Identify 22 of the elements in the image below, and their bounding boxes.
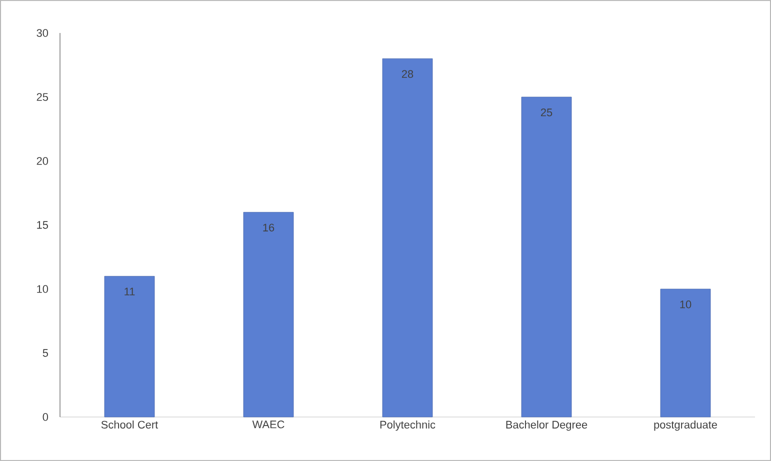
x-tick-label: postgraduate bbox=[654, 420, 717, 431]
x-tick-label: WAEC bbox=[252, 420, 284, 428]
y-tick-label: 20 bbox=[36, 157, 48, 165]
data-label: 25 bbox=[540, 108, 552, 116]
y-tick-label: 25 bbox=[36, 93, 48, 101]
data-label: 11 bbox=[124, 288, 135, 296]
y-tick-label: 10 bbox=[37, 285, 48, 293]
data-label: 16 bbox=[263, 224, 274, 232]
y-tick-label: 30 bbox=[36, 29, 48, 37]
y-tick-label: 15 bbox=[37, 221, 48, 229]
bar bbox=[382, 58, 433, 418]
bar bbox=[660, 288, 711, 418]
bar bbox=[243, 212, 294, 418]
data-label: 28 bbox=[402, 70, 414, 78]
y-tick-label: 0 bbox=[42, 413, 48, 421]
x-tick-label: Bachelor Degree bbox=[506, 420, 588, 431]
bar bbox=[104, 276, 155, 418]
y-tick-label: 5 bbox=[42, 349, 48, 357]
bar bbox=[521, 96, 572, 418]
x-tick-label: School Cert bbox=[101, 420, 158, 429]
x-tick-label: Polytechnic bbox=[380, 420, 436, 431]
data-label: 10 bbox=[680, 300, 692, 308]
